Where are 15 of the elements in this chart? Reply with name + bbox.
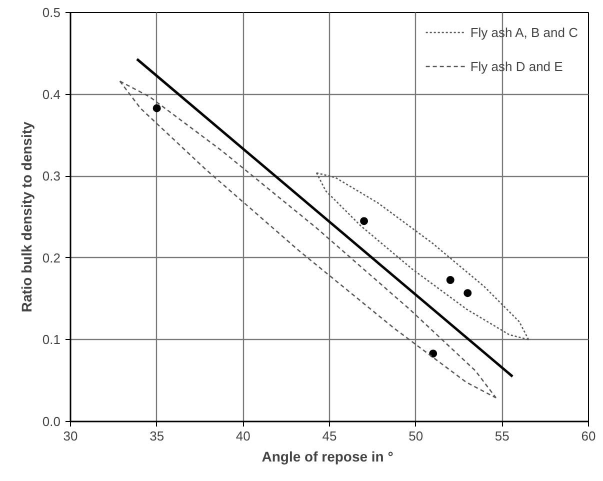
x-tick-label: 35 bbox=[150, 428, 164, 444]
x-axis-title: Angle of repose in ° bbox=[262, 448, 394, 464]
x-tick-label: 40 bbox=[236, 428, 250, 444]
y-tick-label: 0.0 bbox=[42, 414, 61, 429]
x-tick-label: 50 bbox=[408, 428, 424, 444]
x-tick-label: 45 bbox=[322, 428, 337, 444]
y-tick-label: 0.4 bbox=[42, 86, 61, 102]
x-tick-label: 55 bbox=[494, 428, 510, 444]
y-axis-title: Ratio bulk density to density bbox=[18, 121, 34, 312]
y-tick-label: 0.5 bbox=[42, 5, 61, 20]
y-tick-label: 0.3 bbox=[42, 168, 61, 184]
x-tick-label: 30 bbox=[63, 428, 78, 444]
y-tick-label: 0.2 bbox=[42, 250, 61, 266]
y-tick-label: 0.1 bbox=[42, 332, 61, 348]
x-tick-label: 60 bbox=[581, 428, 596, 444]
